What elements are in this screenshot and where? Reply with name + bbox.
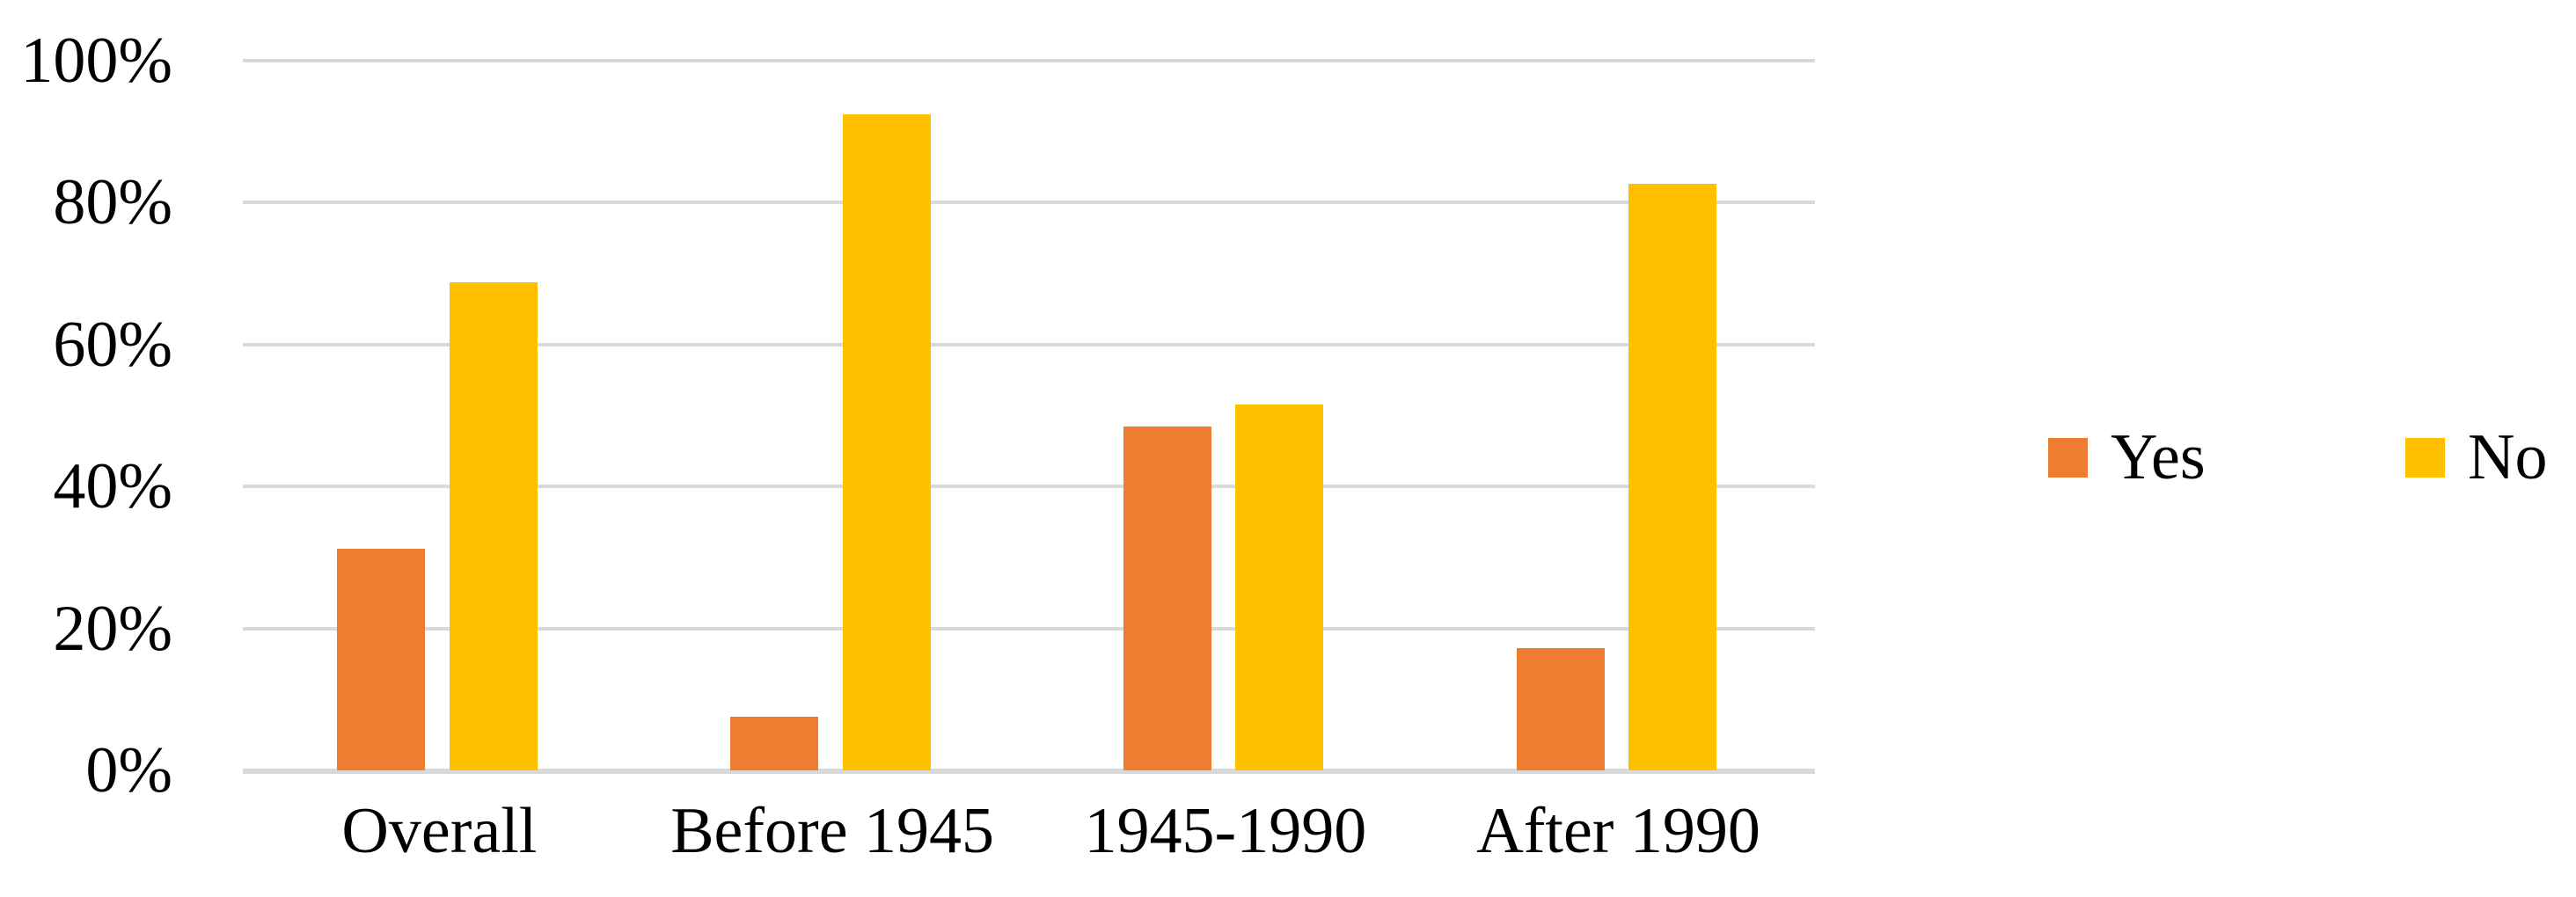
x-axis-line xyxy=(243,769,1815,774)
y-axis-tick-label-40: 40% xyxy=(53,450,172,523)
y-axis-tick-label-20: 20% xyxy=(53,592,172,665)
legend-swatch-yes-icon xyxy=(2048,437,2088,478)
bar-yes-after-1990 xyxy=(1516,648,1605,770)
x-axis-label-before-1945: Before 1945 xyxy=(670,795,995,867)
gridline-100 xyxy=(243,59,1815,62)
y-axis-tick-label-0: 0% xyxy=(85,734,172,806)
bar-yes-before-1945 xyxy=(730,716,819,770)
legend-item-no: No xyxy=(2405,425,2547,490)
legend-swatch-no-icon xyxy=(2405,437,2445,478)
gridline-40 xyxy=(243,485,1815,489)
plot-area xyxy=(243,59,1815,774)
x-axis-label-1945-1990: 1945-1990 xyxy=(1084,795,1367,867)
legend-label-yes: Yes xyxy=(2111,421,2206,493)
bar-yes-1945-1990 xyxy=(1123,427,1211,770)
gridline-60 xyxy=(243,342,1815,346)
gridline-80 xyxy=(243,201,1815,205)
x-axis-label-after-1990: After 1990 xyxy=(1476,795,1760,867)
bar-no-before-1945 xyxy=(842,114,931,770)
gridline-20 xyxy=(243,626,1815,631)
x-axis-label-overall: Overall xyxy=(341,795,538,867)
legend-label-no: No xyxy=(2468,421,2548,493)
bar-no-overall xyxy=(449,281,538,770)
bar-yes-overall xyxy=(337,549,426,770)
legend-item-yes: Yes xyxy=(2048,425,2206,490)
bar-no-1945-1990 xyxy=(1235,404,1324,770)
y-axis-tick-label-100: 100% xyxy=(20,25,172,97)
y-axis-tick-label-80: 80% xyxy=(53,166,172,239)
bar-no-after-1990 xyxy=(1628,184,1717,770)
y-axis-tick-label-60: 60% xyxy=(53,308,172,381)
